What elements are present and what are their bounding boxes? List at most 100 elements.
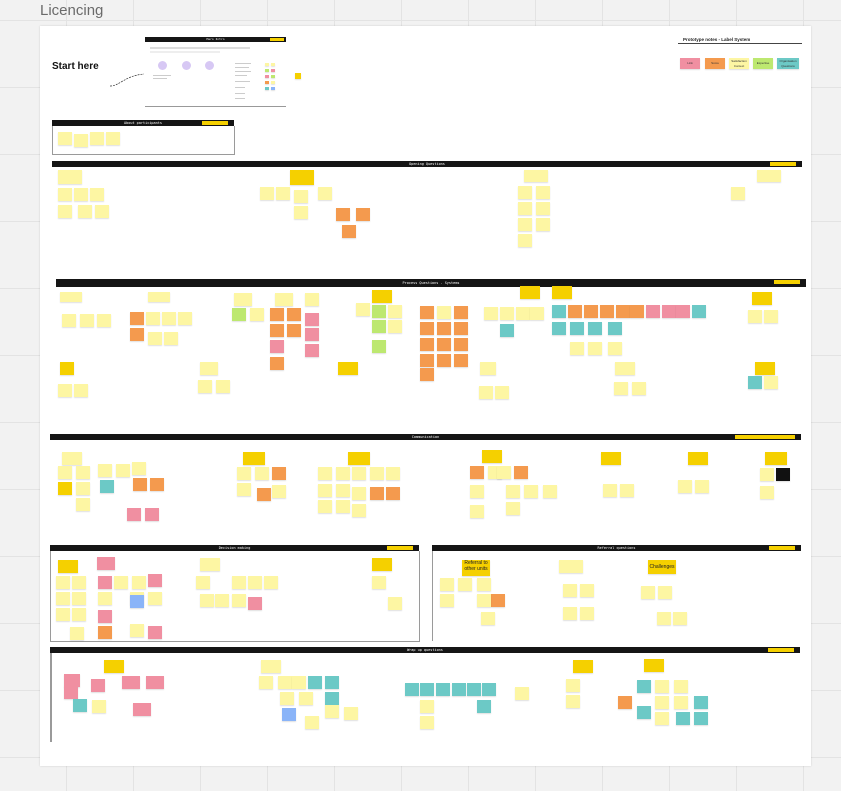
sticky-note[interactable] <box>127 508 141 521</box>
sticky-note[interactable] <box>644 659 664 672</box>
sticky-note[interactable] <box>73 699 87 712</box>
sticky-note[interactable] <box>248 597 262 610</box>
sticky-note[interactable] <box>287 324 301 337</box>
sticky-note[interactable] <box>271 75 275 78</box>
sticky-note[interactable] <box>482 683 496 696</box>
sticky-note[interactable] <box>76 466 90 479</box>
sticky-note[interactable] <box>370 487 384 500</box>
sticky-note[interactable] <box>278 676 292 689</box>
sticky-note[interactable] <box>98 464 112 477</box>
sticky-note[interactable] <box>200 594 214 607</box>
sticky-note[interactable] <box>764 310 778 323</box>
sticky-note[interactable] <box>78 205 92 218</box>
section-header-process[interactable]: Process Questions - Systems <box>56 279 806 287</box>
sticky-note[interactable] <box>133 478 147 491</box>
sticky-note[interactable] <box>552 286 572 299</box>
sticky-note[interactable] <box>98 576 112 589</box>
sticky-note[interactable] <box>318 484 332 497</box>
sticky-note[interactable] <box>536 202 550 215</box>
sticky-note[interactable] <box>552 322 566 335</box>
sticky-note[interactable] <box>76 498 90 511</box>
sticky-note[interactable] <box>62 314 76 327</box>
sticky-note[interactable] <box>752 292 772 305</box>
sticky-note[interactable] <box>514 466 528 479</box>
sticky-note[interactable] <box>271 63 275 66</box>
sticky-note[interactable] <box>673 612 687 625</box>
sticky-note[interactable] <box>655 712 669 725</box>
sticky-note[interactable] <box>287 308 301 321</box>
sticky-note[interactable] <box>436 683 450 696</box>
section-header-communication[interactable]: Communication <box>50 434 801 440</box>
sticky-note[interactable] <box>58 466 72 479</box>
sticky-note[interactable] <box>90 188 104 201</box>
sticky-note[interactable] <box>91 679 105 692</box>
sticky-note[interactable] <box>74 134 88 147</box>
sticky-note[interactable] <box>318 187 332 200</box>
sticky-note[interactable] <box>74 188 88 201</box>
sticky-note[interactable] <box>106 132 120 145</box>
sticky-note[interactable] <box>58 170 82 184</box>
sticky-note[interactable] <box>352 504 366 517</box>
sticky-note[interactable] <box>98 610 112 623</box>
sticky-note[interactable] <box>588 342 602 355</box>
sticky-note[interactable] <box>104 660 124 673</box>
legend-chip-link[interactable]: Link <box>680 58 700 69</box>
sticky-note[interactable] <box>92 700 106 713</box>
sticky-note[interactable] <box>580 607 594 620</box>
sticky-note[interactable] <box>325 676 339 689</box>
legend-chip-satisfaction[interactable]: Satisfaction Context <box>729 58 749 69</box>
sticky-note[interactable] <box>477 700 491 713</box>
sticky-note[interactable] <box>520 286 540 299</box>
sticky-note[interactable] <box>692 305 706 318</box>
sticky-note[interactable] <box>388 305 402 318</box>
sticky-note[interactable] <box>271 87 275 90</box>
sticky-note[interactable] <box>536 186 550 199</box>
sticky-note[interactable] <box>58 132 72 145</box>
sticky-note[interactable] <box>271 81 275 84</box>
sticky-note[interactable] <box>100 480 114 493</box>
sticky-note[interactable] <box>372 558 392 571</box>
sticky-note[interactable] <box>64 674 80 687</box>
sticky-note[interactable] <box>200 558 220 571</box>
sticky-note[interactable] <box>60 292 82 302</box>
sticky-note[interactable] <box>477 594 491 607</box>
sticky-note[interactable] <box>352 487 366 500</box>
sticky-note[interactable] <box>64 686 78 699</box>
sticky-note[interactable] <box>56 592 70 605</box>
sticky-note[interactable] <box>506 502 520 515</box>
sticky-note[interactable] <box>130 595 144 608</box>
sticky-note[interactable] <box>282 708 296 721</box>
sticky-note[interactable] <box>695 480 709 493</box>
sticky-note[interactable] <box>600 305 614 318</box>
sticky-note[interactable] <box>440 578 454 591</box>
sticky-note[interactable] <box>420 338 434 351</box>
sticky-note[interactable] <box>477 578 491 591</box>
sticky-note[interactable] <box>116 464 130 477</box>
sticky-note[interactable] <box>74 384 88 397</box>
sticky-note[interactable] <box>420 683 434 696</box>
sticky-note[interactable] <box>305 293 319 306</box>
sticky-note[interactable] <box>515 687 529 700</box>
sticky-note[interactable] <box>148 626 162 639</box>
sticky-note[interactable] <box>454 322 468 335</box>
sticky-note[interactable] <box>90 132 104 145</box>
sticky-note[interactable] <box>178 312 192 325</box>
sticky-note[interactable] <box>58 560 78 573</box>
sticky-note[interactable] <box>250 308 264 321</box>
sticky-note[interactable] <box>62 452 82 465</box>
sticky-note[interactable] <box>58 384 72 397</box>
sticky-note[interactable] <box>58 205 72 218</box>
sticky-note[interactable] <box>294 206 308 219</box>
sticky-note[interactable] <box>637 706 651 719</box>
sticky-note[interactable] <box>255 467 269 480</box>
sticky-note[interactable] <box>615 362 635 375</box>
sticky-note[interactable] <box>265 75 269 78</box>
sticky-note[interactable] <box>559 560 583 573</box>
sticky-note[interactable] <box>530 307 544 320</box>
sticky-note[interactable] <box>97 557 115 570</box>
sticky-note[interactable] <box>386 487 400 500</box>
sticky-note[interactable] <box>482 450 502 463</box>
sticky-note[interactable] <box>280 692 294 705</box>
sticky-note[interactable] <box>420 700 434 713</box>
sticky-note[interactable] <box>265 81 269 84</box>
